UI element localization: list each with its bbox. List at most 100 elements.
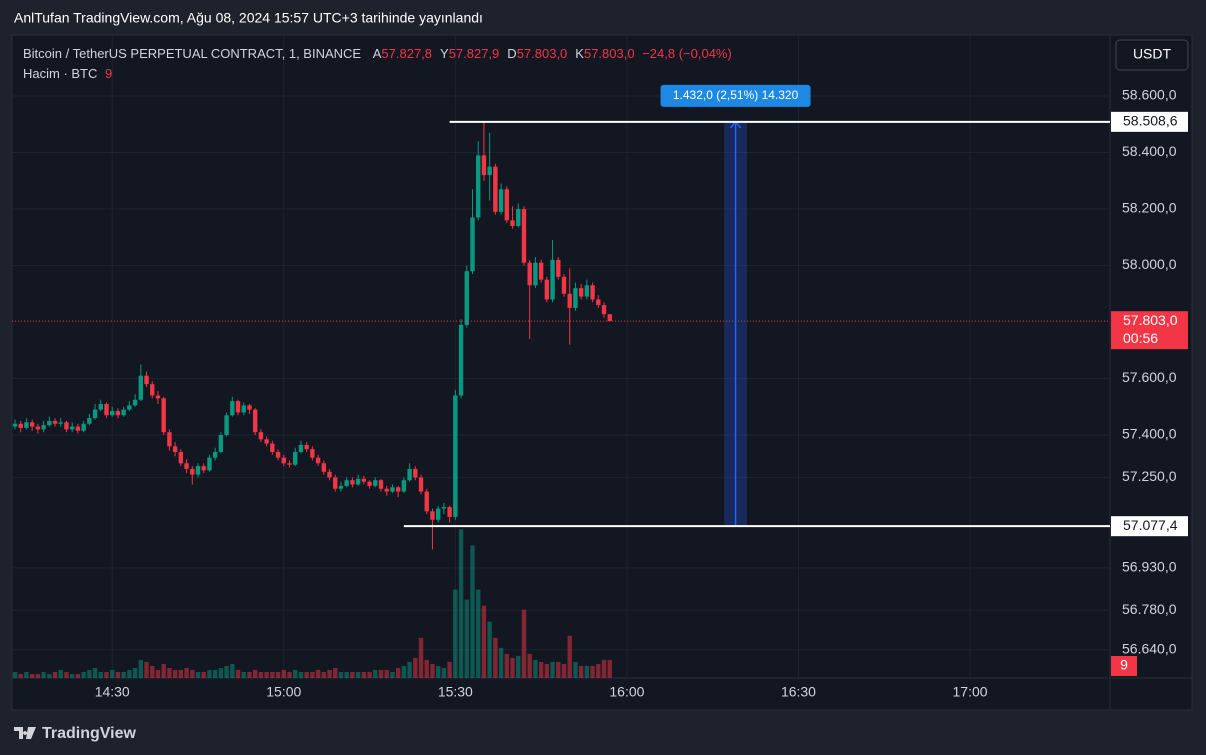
- candle-body: [544, 279, 550, 300]
- volume-bar: [212, 669, 218, 678]
- volume-bar: [533, 659, 538, 678]
- ohlc-value: 57.827,8: [381, 46, 433, 61]
- volume-bar: [464, 599, 469, 678]
- volume-bar: [590, 665, 595, 678]
- volume-tag-label: 9: [1120, 657, 1128, 673]
- candle-body: [487, 166, 492, 176]
- volume-bar: [538, 661, 544, 678]
- candle-body: [127, 405, 132, 410]
- candle-body: [533, 262, 538, 286]
- candle-body: [390, 487, 395, 492]
- candle-body: [556, 259, 561, 277]
- candle-body: [64, 422, 69, 430]
- candle-body: [241, 405, 246, 413]
- volume-bar: [138, 659, 144, 678]
- volume-bar: [298, 671, 304, 678]
- volume-bar: [435, 665, 441, 678]
- volume-bar: [476, 589, 481, 678]
- candle-body: [333, 477, 338, 489]
- candle-body: [58, 422, 63, 424]
- volume-bar: [69, 673, 75, 678]
- candle-body: [573, 288, 578, 308]
- volume-bar: [521, 609, 527, 678]
- candle-body: [115, 411, 121, 416]
- volume-bar: [355, 671, 361, 678]
- volume-bar: [35, 673, 41, 678]
- volume-bar: [207, 669, 212, 678]
- candle-body: [87, 418, 92, 424]
- candle-body: [304, 444, 309, 450]
- volume-bar: [155, 669, 161, 678]
- volume-bar: [161, 663, 166, 678]
- volume-bar: [418, 637, 424, 678]
- candle-body: [567, 293, 572, 308]
- candle-body: [104, 403, 109, 416]
- volume-bar: [321, 671, 327, 678]
- candle-body: [327, 471, 332, 478]
- candle-body: [35, 426, 41, 430]
- tv-logo: [14, 727, 36, 739]
- candle-body: [287, 463, 292, 465]
- candle-body: [41, 425, 46, 430]
- volume-bar: [395, 667, 401, 678]
- candle-body: [161, 398, 166, 433]
- currency-label[interactable]: USDT: [1133, 46, 1172, 62]
- volume-bar: [241, 671, 246, 678]
- candle-body: [464, 271, 469, 325]
- volume-bar: [401, 665, 407, 678]
- candle-body: [258, 432, 264, 440]
- volume-bar: [498, 647, 504, 678]
- candle-body: [47, 420, 52, 426]
- volume-bar: [413, 657, 418, 678]
- volume-bar: [567, 635, 572, 678]
- volume-bar: [270, 671, 275, 678]
- volume-bar: [327, 669, 332, 678]
- y-tick-label: 56.640,0: [1122, 640, 1177, 656]
- volume-bar: [281, 669, 286, 678]
- candle-body: [98, 403, 103, 410]
- volume-bar: [121, 671, 126, 678]
- volume-bar: [98, 671, 103, 678]
- volume-bar: [338, 671, 344, 678]
- volume-bar: [247, 671, 252, 678]
- volume-bar: [487, 621, 492, 678]
- candle-body: [504, 189, 510, 221]
- volume-bar: [58, 669, 63, 678]
- volume-bar: [453, 589, 458, 678]
- candle-body: [355, 478, 361, 485]
- candle-body: [24, 422, 29, 428]
- candle-body: [18, 423, 23, 428]
- volume-bar: [424, 659, 429, 678]
- price-line-tag: [1111, 516, 1188, 537]
- volume-value: 9: [105, 66, 113, 81]
- price-line-label: 58.508,6: [1123, 113, 1178, 129]
- volume-bar: [510, 657, 515, 678]
- currency-button[interactable]: [1115, 39, 1189, 71]
- volume-bar: [596, 663, 601, 678]
- volume-bar: [167, 667, 172, 678]
- volume-bar: [287, 671, 292, 678]
- axes: 14:30 15:00 15:30 16:00 16:30 17:00 58.600,0 58…: [95, 87, 1177, 700]
- candle-body: [138, 375, 144, 400]
- candle-body: [81, 423, 86, 431]
- volume-bar: [481, 605, 487, 678]
- candle-body: [538, 262, 544, 280]
- volume-bar: [361, 671, 367, 678]
- measure-label-box: [660, 84, 811, 107]
- volume-bar: [115, 671, 121, 678]
- candle-body: [378, 480, 384, 489]
- candle-body: [235, 401, 241, 413]
- candle-body: [395, 487, 401, 492]
- candle-body: [121, 409, 126, 416]
- candle-body: [321, 463, 327, 472]
- candle-body: [298, 444, 304, 452]
- candle-body: [344, 480, 349, 486]
- candle-body: [584, 285, 590, 297]
- volume-bar: [601, 659, 607, 678]
- candle-body: [607, 314, 612, 322]
- pane: [11, 34, 1193, 711]
- volume-bar: [584, 665, 590, 678]
- volume-bar: [224, 665, 229, 678]
- candle-body: [110, 411, 115, 416]
